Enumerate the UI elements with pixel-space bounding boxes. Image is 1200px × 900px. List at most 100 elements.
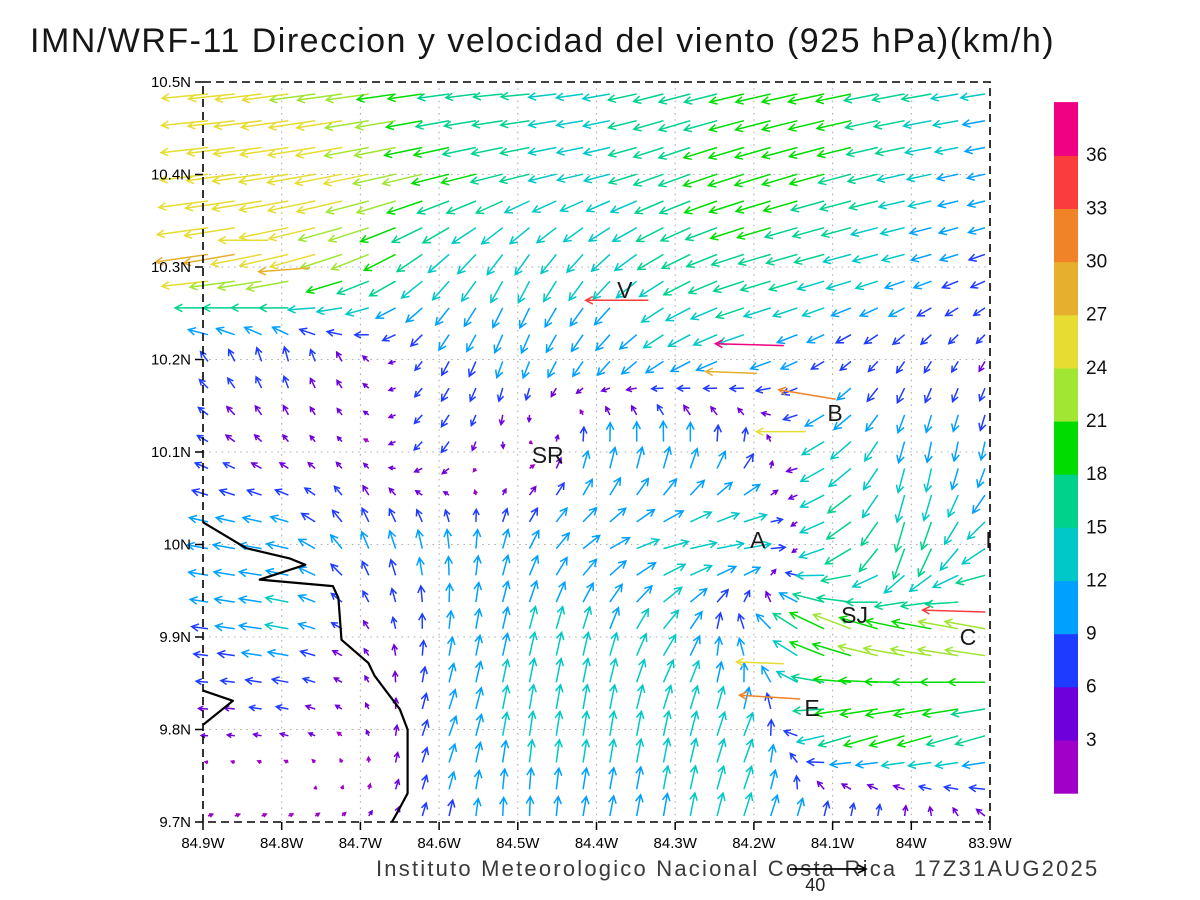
wind-vector — [931, 574, 959, 589]
wind-vector — [335, 461, 343, 469]
wind-vector — [966, 199, 986, 209]
wind-vector — [769, 768, 779, 790]
wind-vector — [927, 805, 934, 817]
wind-vector — [245, 488, 262, 497]
station-label: A — [750, 527, 766, 553]
wind-vector — [333, 485, 343, 496]
wind-vector — [767, 280, 798, 292]
wind-vector — [664, 307, 691, 322]
wind-vector — [917, 618, 959, 630]
wind-vector — [609, 657, 619, 683]
wind-vector — [902, 804, 909, 817]
wind-vector — [362, 438, 370, 443]
colorbar-segment — [1054, 420, 1078, 475]
wind-vector — [253, 433, 263, 443]
wind-vector — [931, 119, 959, 129]
wind-vector — [303, 487, 316, 496]
wind-vector — [390, 227, 423, 244]
wind-vector — [434, 307, 450, 327]
wind-vector — [341, 811, 347, 817]
wind-vector — [739, 280, 771, 293]
wind-vector — [830, 307, 852, 318]
wind-vector — [531, 200, 557, 213]
wind-vector — [832, 414, 852, 431]
wind-vector — [393, 750, 401, 763]
wind-vector — [608, 766, 618, 790]
wind-vector — [498, 414, 505, 427]
wind-vector — [605, 405, 611, 416]
station-label: V — [617, 277, 633, 303]
wind-vector — [528, 683, 538, 710]
wind-vector — [264, 594, 289, 604]
wind-vector — [590, 253, 611, 273]
wind-vector — [710, 253, 745, 268]
wind-vector — [336, 379, 343, 389]
wind-vector — [416, 556, 425, 576]
wind-vector — [978, 441, 987, 462]
wind-vector — [966, 226, 986, 235]
wind-vector — [968, 784, 986, 793]
wind-vector — [921, 494, 933, 522]
wind-vector — [891, 548, 906, 581]
wind-vector — [615, 280, 638, 299]
wind-vector — [769, 793, 780, 817]
wind-vector — [810, 360, 825, 370]
wind-vector — [282, 374, 290, 389]
wind-vector — [971, 494, 986, 515]
station-label: E — [804, 695, 819, 721]
wind-vector — [528, 630, 538, 656]
wind-vector — [632, 119, 664, 132]
wind-vector — [596, 360, 611, 377]
wind-vector — [710, 405, 718, 416]
wind-vector — [405, 307, 423, 324]
reference-vector-label: 40 — [805, 875, 825, 895]
wind-vector — [199, 350, 209, 362]
wind-vector — [625, 385, 637, 393]
wind-vector — [764, 590, 772, 603]
wind-vector — [500, 441, 506, 450]
wind-vector — [238, 253, 289, 269]
wind-vector — [471, 91, 503, 101]
wind-vector — [663, 539, 690, 550]
wind-vector — [689, 684, 700, 710]
wind-vector — [978, 414, 987, 432]
wind-vector — [689, 307, 718, 321]
wind-vector — [822, 799, 831, 817]
wind-vector — [499, 119, 530, 129]
wind-vector — [877, 200, 905, 210]
y-axis-tick-label: 10N — [163, 537, 191, 554]
wind-vector — [743, 512, 769, 523]
wind-vector — [267, 119, 316, 132]
colorbar-segment — [1054, 155, 1078, 209]
wind-vector — [282, 345, 290, 362]
colorbar-segment — [1054, 527, 1078, 582]
wind-vector — [657, 146, 691, 160]
wind-vector — [684, 226, 718, 242]
wind-vector — [293, 173, 343, 187]
wind-vector — [580, 795, 590, 817]
wind-vector — [445, 609, 455, 629]
wind-vector — [555, 556, 568, 576]
wind-vector — [336, 731, 343, 737]
wind-vector — [187, 568, 209, 578]
wind-vector — [187, 514, 209, 524]
wind-vector — [582, 581, 594, 603]
wind-vector-feature — [921, 605, 986, 615]
wind-vector — [644, 360, 664, 374]
wind-vector — [866, 387, 879, 403]
wind-vector — [919, 521, 933, 551]
wind-vector — [762, 200, 798, 214]
wind-vector — [609, 631, 619, 656]
wind-vector — [836, 643, 878, 657]
wind-vector — [605, 421, 615, 442]
wind-vector — [781, 413, 798, 422]
wind-vector — [734, 200, 771, 214]
wind-vector — [501, 507, 510, 523]
wind-vector — [263, 621, 289, 631]
wind-vector — [225, 405, 236, 416]
wind-vector — [775, 334, 798, 345]
wind-vector — [391, 643, 399, 656]
wind-vector — [550, 387, 557, 398]
wind-vector — [875, 173, 905, 184]
